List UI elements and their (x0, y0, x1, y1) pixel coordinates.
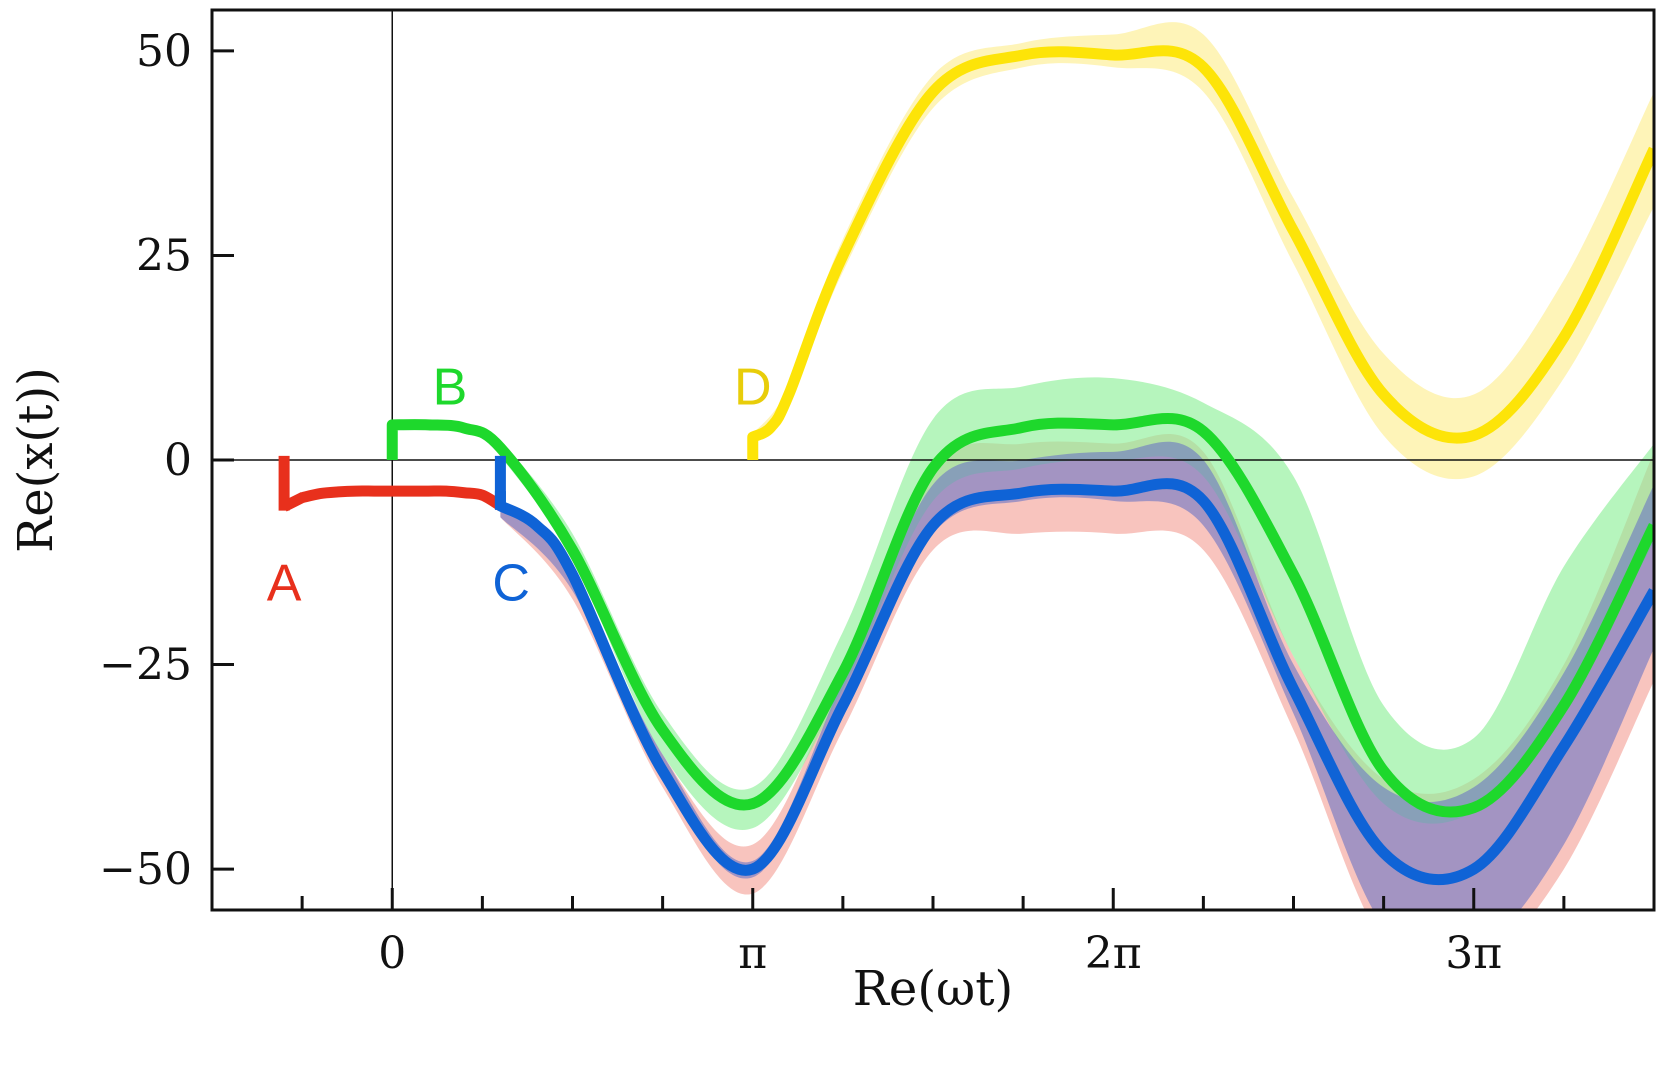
y-tick-label: 50 (136, 26, 192, 77)
x-tick-label: 2π (1085, 928, 1142, 979)
band-c (500, 441, 1654, 910)
y-tick-label: −50 (99, 844, 192, 895)
series-annotations: A B C D (267, 358, 772, 612)
axis-ticks: 0 π 2π 3π 50 25 0 −25 −50 (99, 26, 1656, 979)
series-label-a: A (267, 555, 302, 613)
x-tick-label: 0 (378, 928, 406, 979)
series-line-d (747, 45, 1654, 460)
x-axis-title: Re(ωt) (853, 961, 1013, 1017)
uncertainty-bands (500, 22, 1654, 910)
y-tick-label: −25 (99, 640, 192, 691)
series-label-b: B (433, 358, 468, 416)
series-label-d: D (734, 358, 772, 416)
series-lines (278, 45, 1654, 886)
band-b (500, 377, 1654, 831)
y-axis-title: Re(x(t)) (8, 367, 64, 553)
y-tick-label: 25 (136, 230, 192, 281)
x-tick-label: π (738, 928, 767, 979)
series-line-c (494, 478, 1654, 886)
series-line-a (281, 485, 504, 512)
x-tick-label: 3π (1445, 928, 1502, 979)
y-tick-label: 0 (164, 435, 192, 486)
series-line-b (386, 413, 1654, 818)
series-label-c: C (492, 555, 530, 613)
